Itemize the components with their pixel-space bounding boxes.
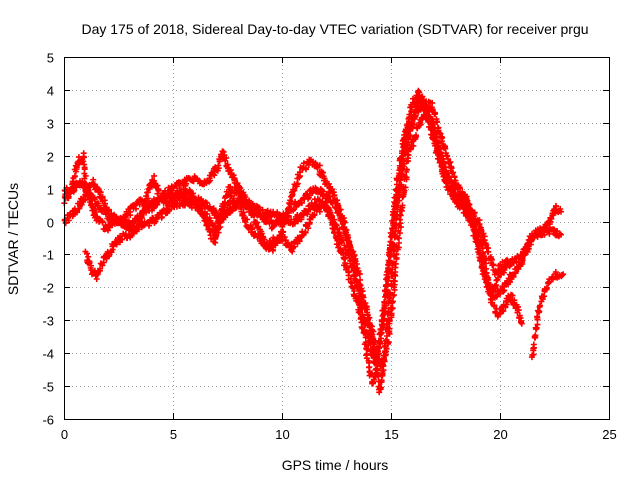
chart-title: Day 175 of 2018, Sidereal Day-to-day VTE… bbox=[81, 21, 588, 37]
x-tick-label: 25 bbox=[602, 427, 616, 442]
y-tick-label: -3 bbox=[42, 314, 54, 329]
y-tick-label: 5 bbox=[47, 51, 54, 66]
data-points bbox=[61, 87, 567, 396]
x-axis-label: GPS time / hours bbox=[282, 457, 389, 473]
series-markers bbox=[61, 109, 564, 379]
series-track-3 bbox=[82, 87, 564, 387]
y-tick-label: -2 bbox=[42, 281, 54, 296]
x-tick-label: 20 bbox=[493, 427, 507, 442]
y-tick-label: 2 bbox=[47, 150, 54, 165]
x-tick-label: 15 bbox=[384, 427, 398, 442]
y-tick-label: 1 bbox=[47, 183, 54, 198]
y-tick-label: -5 bbox=[42, 380, 54, 395]
series-markers bbox=[528, 269, 567, 361]
plot-frame bbox=[64, 57, 610, 420]
y-tick-label: 4 bbox=[47, 84, 54, 99]
y-axis-label: SDTVAR / TECUs bbox=[5, 183, 21, 295]
y-tick-label: 0 bbox=[47, 216, 54, 231]
y-tick-label: 3 bbox=[47, 117, 54, 132]
x-tick-label: 5 bbox=[170, 427, 177, 442]
y-tick-label: -1 bbox=[42, 248, 54, 263]
x-tick-label: 10 bbox=[275, 427, 289, 442]
y-tick-label: -4 bbox=[42, 347, 54, 362]
x-tick-label: 0 bbox=[61, 427, 68, 442]
series-markers bbox=[82, 87, 564, 387]
series-track-5 bbox=[528, 269, 567, 361]
series-track-2 bbox=[61, 109, 564, 379]
y-tick-label: -6 bbox=[42, 413, 54, 428]
